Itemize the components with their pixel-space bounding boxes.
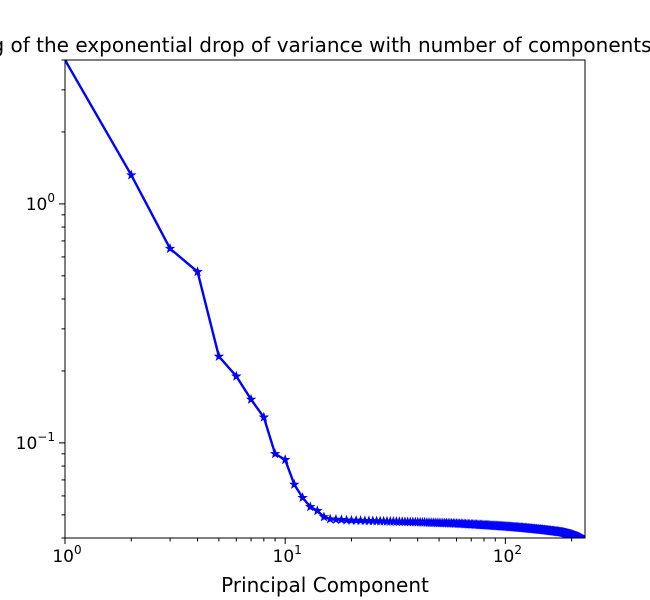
data-point xyxy=(192,266,203,277)
data-point xyxy=(245,393,257,404)
data-point xyxy=(318,511,330,522)
data-point xyxy=(231,370,242,381)
data-point xyxy=(126,169,137,180)
data-point xyxy=(312,505,323,516)
data-point xyxy=(324,513,336,524)
data-point xyxy=(269,448,281,459)
data-point xyxy=(305,501,316,512)
x-axis-label: Principal Component xyxy=(221,573,429,597)
chart-title: Log of the exponential drop of variance … xyxy=(0,33,650,57)
y-tick-label: 10−1 xyxy=(16,430,55,454)
data-point xyxy=(297,492,308,503)
data-point xyxy=(164,243,176,254)
data-point xyxy=(289,478,300,489)
data-point xyxy=(258,411,270,422)
data-point xyxy=(279,454,291,465)
data-point xyxy=(213,350,225,361)
x-tick-label: 102 xyxy=(493,543,522,567)
data-point xyxy=(65,60,69,65)
x-tick-label: 100 xyxy=(52,543,81,567)
series-layer xyxy=(65,60,585,538)
y-tick-label: 100 xyxy=(26,191,55,215)
x-axis: 100 101 102 xyxy=(52,538,573,567)
plot-frame xyxy=(64,59,586,539)
series-line xyxy=(65,60,583,538)
x-tick-label: 101 xyxy=(273,543,302,567)
y-axis: 100 10−1 xyxy=(16,59,65,539)
data-point xyxy=(336,514,347,525)
